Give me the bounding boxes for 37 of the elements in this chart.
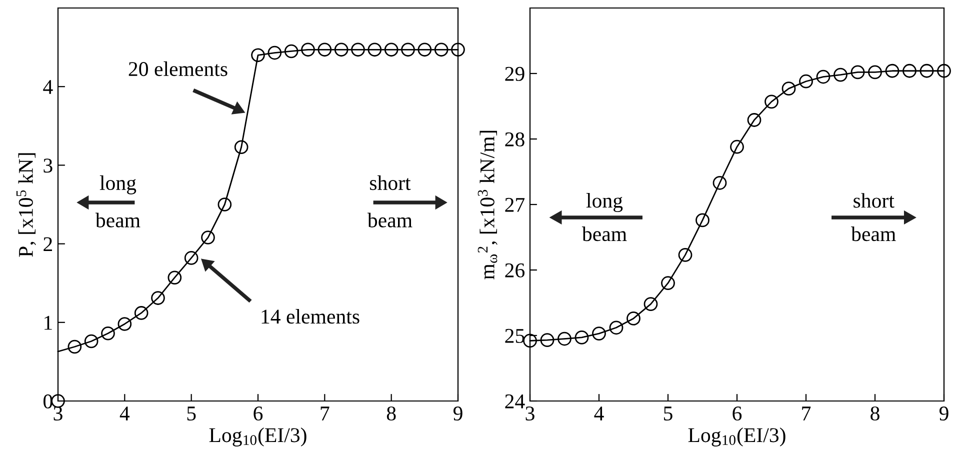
annotation: long xyxy=(100,175,136,194)
x-tick-label: 5 xyxy=(664,406,672,421)
y-tick-label: 1 xyxy=(44,316,52,330)
y-tick-label: 24 xyxy=(505,394,525,408)
x-tick-label: 6 xyxy=(732,406,742,421)
y-axis-title: P, [x10$^{5}$ kN] xyxy=(16,153,36,257)
x-tick-label: 4 xyxy=(594,406,604,420)
x-tick-label: 7 xyxy=(802,406,811,420)
annotation: beam xyxy=(95,212,140,228)
annotation: beam xyxy=(367,212,412,228)
annotation: long xyxy=(586,193,623,212)
y-tick-label: 27 xyxy=(505,198,525,212)
y-tick-label: 25 xyxy=(505,328,524,343)
x-tick-label: 6 xyxy=(254,406,263,421)
x-tick-label: 5 xyxy=(187,406,196,421)
annotation: short xyxy=(370,175,411,190)
y-tick-label: 28 xyxy=(505,132,524,146)
annotation: 20 elements xyxy=(128,61,228,76)
annotation: beam xyxy=(582,226,627,242)
y-tick-label: 4 xyxy=(43,80,53,94)
x-tick-label: 8 xyxy=(386,406,396,421)
annotation: beam xyxy=(851,226,896,242)
x-tick-label: 9 xyxy=(939,406,948,421)
y-tick-label: 29 xyxy=(505,66,524,81)
y-tick-label: 3 xyxy=(44,158,52,173)
x-tick-label: 7 xyxy=(320,406,330,420)
x-axis-title: Log$_{10}$(EI/3) xyxy=(209,428,306,446)
y-tick-label: 26 xyxy=(505,263,525,278)
y-tick-label: 2 xyxy=(44,237,52,252)
x-tick-label: 4 xyxy=(120,406,130,420)
annotation: short xyxy=(854,193,894,208)
x-tick-label: 3 xyxy=(526,406,534,421)
x-tick-label: 9 xyxy=(453,406,462,421)
annotation: 14 elements xyxy=(262,309,360,324)
x-axis-title: Log$_{10}$(EI/3) xyxy=(688,428,786,446)
x-tick-label: 8 xyxy=(870,406,880,421)
y-axis-title: m$_{ω}$$^{2}$, [x10$^{3}$ kN/m] xyxy=(478,130,498,280)
